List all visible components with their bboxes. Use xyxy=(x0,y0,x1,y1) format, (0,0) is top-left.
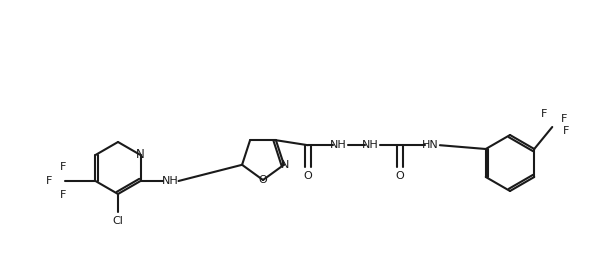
Text: F: F xyxy=(541,109,547,119)
Text: F: F xyxy=(563,126,570,136)
Text: Cl: Cl xyxy=(113,216,124,226)
Text: N: N xyxy=(281,160,289,170)
Text: HN: HN xyxy=(421,140,438,150)
Text: NH: NH xyxy=(330,140,346,150)
Text: NH: NH xyxy=(362,140,378,150)
Text: O: O xyxy=(259,175,267,185)
Text: F: F xyxy=(60,190,67,200)
Text: NH: NH xyxy=(162,176,179,186)
Text: F: F xyxy=(561,114,567,124)
Text: F: F xyxy=(60,162,67,172)
Text: F: F xyxy=(47,176,53,186)
Text: O: O xyxy=(396,171,404,181)
Text: O: O xyxy=(303,171,312,181)
Text: N: N xyxy=(136,148,145,162)
